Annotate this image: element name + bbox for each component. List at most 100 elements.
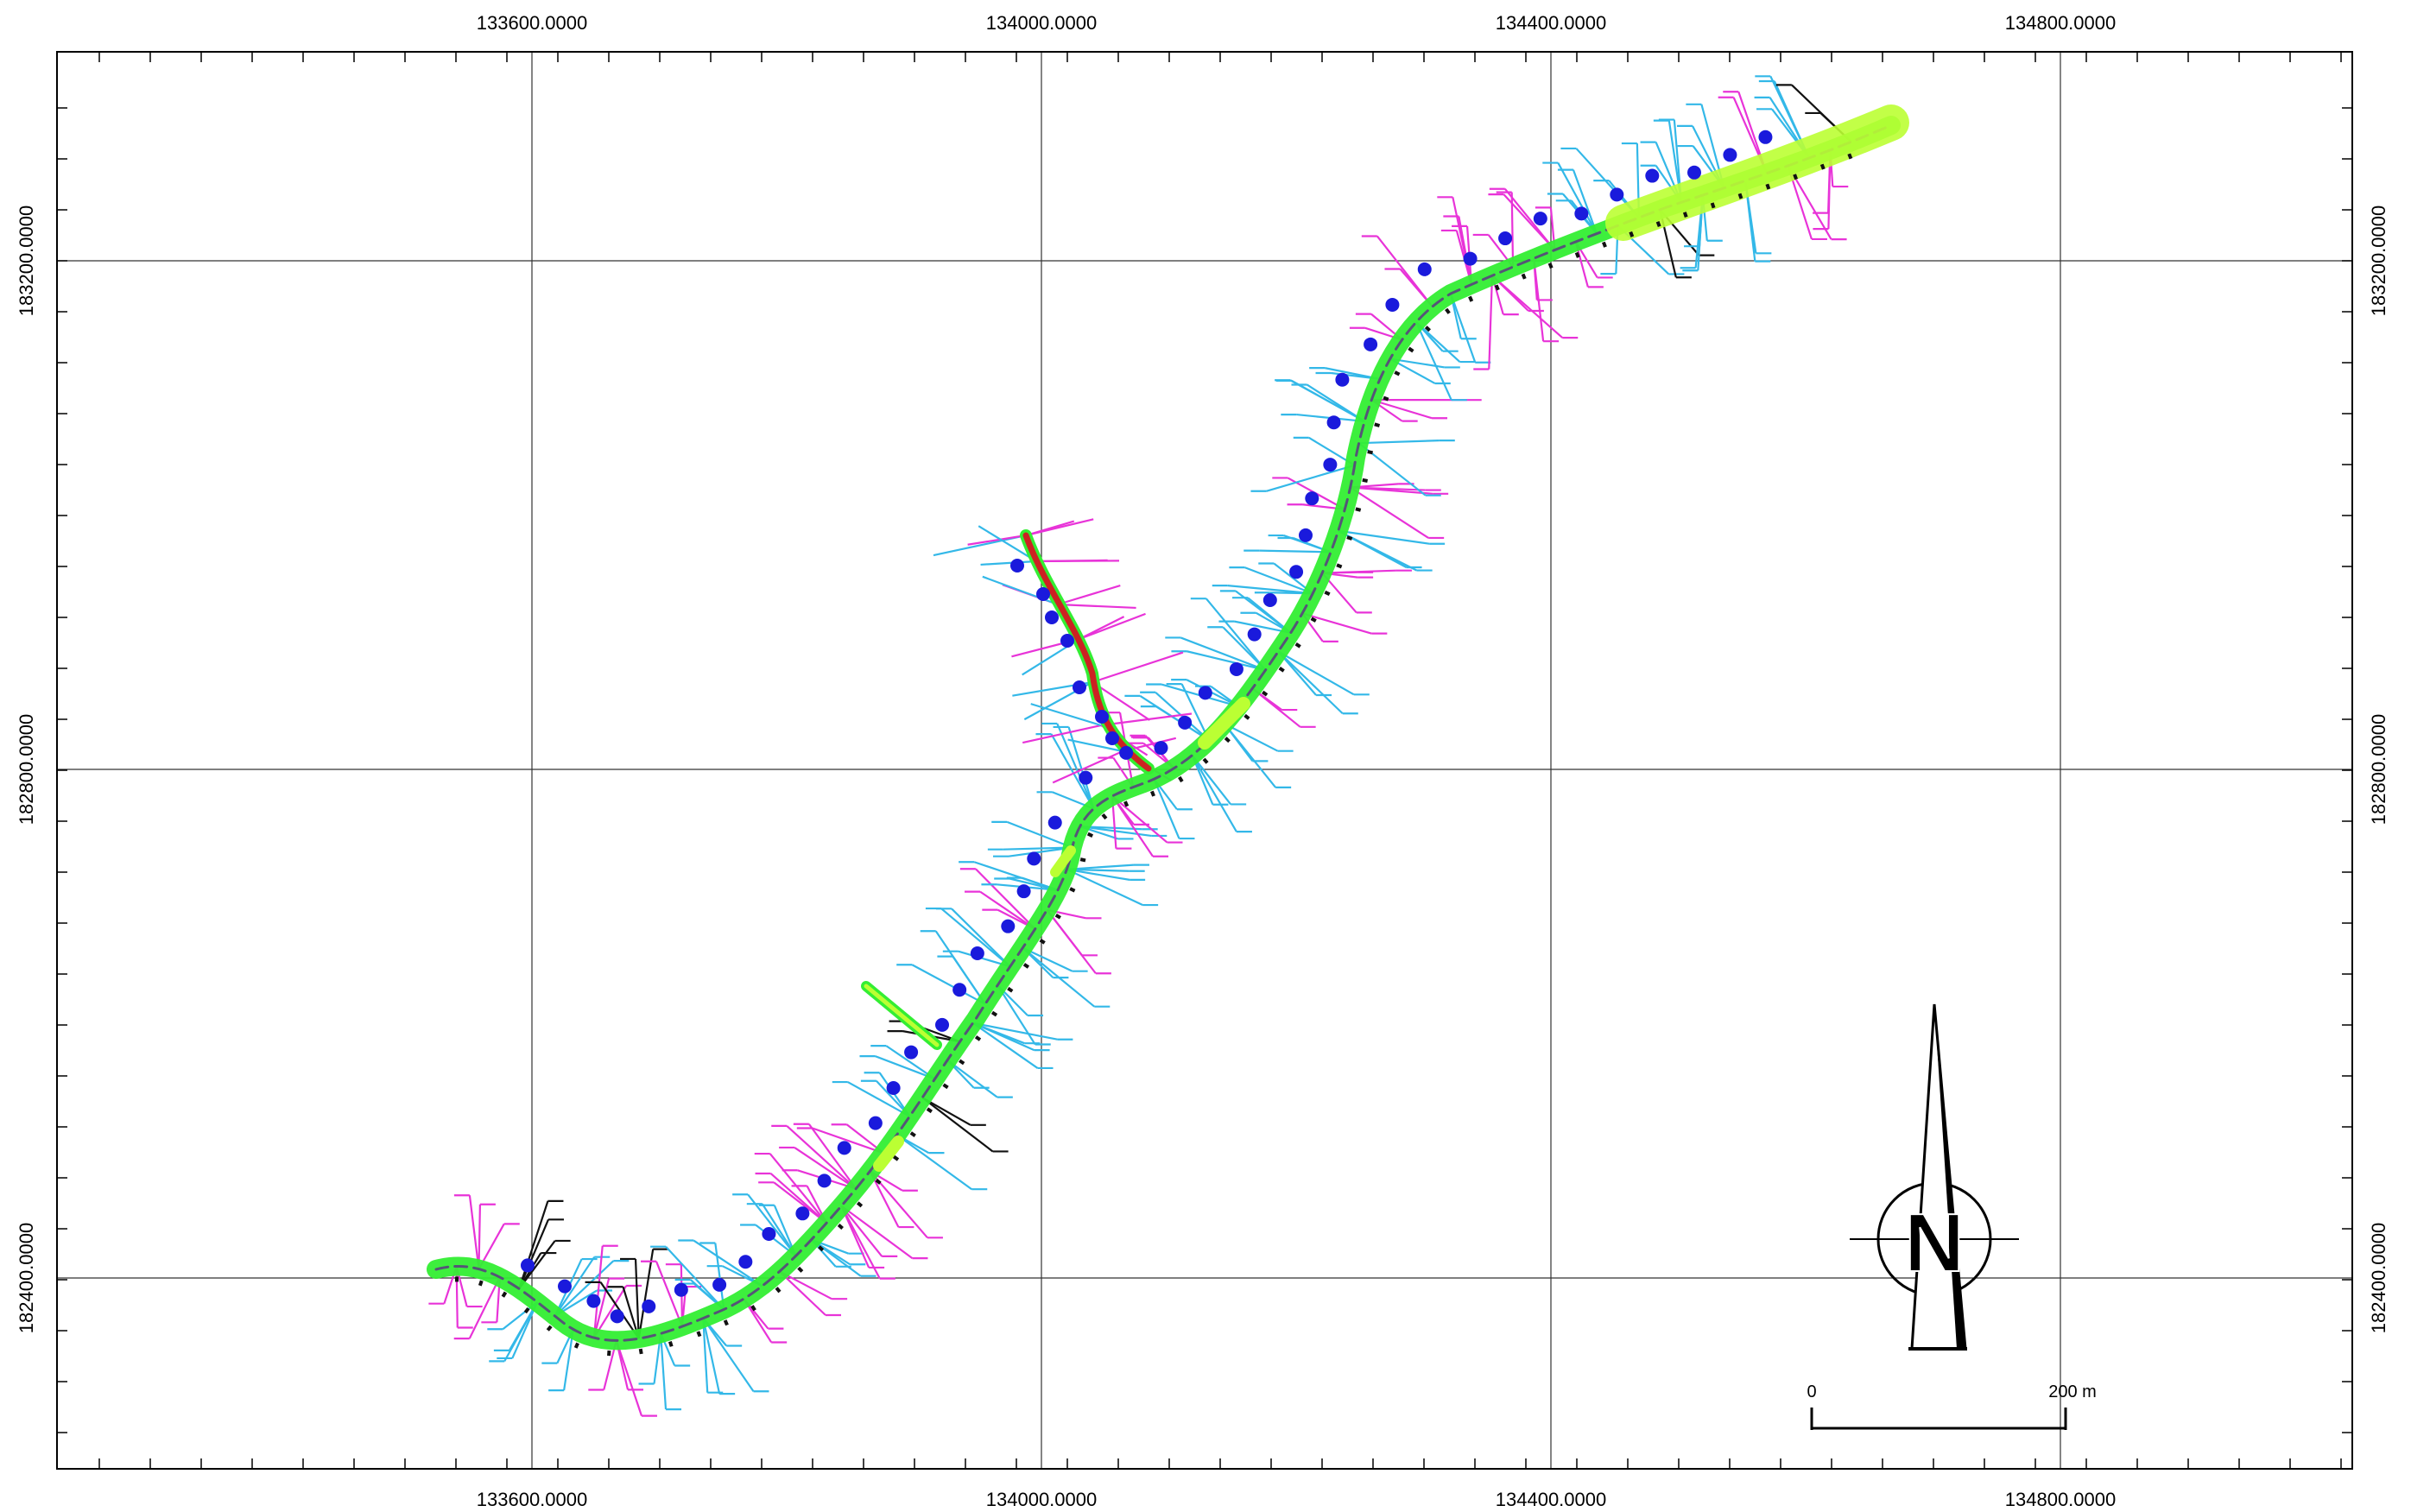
feature-leader-line — [1259, 549, 1332, 554]
feature-leader-line — [940, 908, 1011, 968]
feature-leader-line — [714, 1243, 725, 1310]
route-tick — [1494, 284, 1500, 291]
feature-leader-line — [1066, 868, 1143, 907]
y-label-left-2: 182800.0000 — [16, 714, 37, 825]
route-tick — [1324, 590, 1331, 597]
branch-leader-line — [1052, 750, 1123, 784]
route-tick — [546, 1325, 553, 1332]
route-tick — [974, 1035, 982, 1041]
route-tick — [875, 1178, 882, 1185]
feature-leader-line — [807, 1123, 857, 1190]
feature-leader-line — [702, 1317, 755, 1392]
feature-leader-line — [840, 1205, 914, 1259]
route-marker — [1645, 168, 1660, 183]
route-ticks — [454, 153, 1853, 1357]
feature-leader-line — [554, 1256, 596, 1317]
feature-leader-line — [1289, 379, 1365, 422]
route-tick — [1355, 507, 1362, 512]
highlight-small-2 — [873, 1136, 904, 1172]
north-arrow: N — [1850, 1003, 2019, 1351]
feature-leader-line — [769, 1173, 827, 1224]
feature-leader-line — [1227, 585, 1313, 595]
route-marker — [1758, 130, 1773, 144]
route-tick — [1007, 986, 1014, 993]
route-marker — [970, 946, 984, 960]
branch-leader-line — [1079, 612, 1146, 641]
route-marker — [1262, 592, 1277, 607]
feature-leader-line — [478, 1204, 482, 1269]
route-marker — [1463, 251, 1478, 266]
route-tick — [775, 1287, 782, 1294]
route-tick — [1574, 251, 1580, 258]
feature-leader-line — [1066, 868, 1130, 872]
branch-leader-line — [1057, 585, 1121, 606]
feature-leader-line — [1056, 723, 1095, 809]
route-marker — [1001, 919, 1016, 933]
feature-leader-line — [455, 1266, 459, 1328]
feature-leader-line — [1244, 566, 1313, 595]
route-tick — [501, 1291, 508, 1298]
feature-leader-line — [518, 1200, 549, 1289]
map-frame — [56, 51, 2353, 1470]
route-tick — [892, 1155, 900, 1161]
route-marker — [738, 1255, 753, 1269]
y-label-right-1: 183200.0000 — [2368, 206, 2389, 316]
route-tick — [638, 1348, 643, 1355]
feature-leader-line — [1358, 440, 1440, 445]
route-tick — [1793, 174, 1799, 180]
feature-leader-line — [1006, 820, 1073, 849]
route-marker — [1119, 745, 1134, 760]
feature-leader-line — [847, 1081, 910, 1117]
west-branch — [861, 981, 942, 1050]
route-tick — [1765, 183, 1771, 190]
route-marker — [1047, 815, 1062, 830]
feature-leader-line — [979, 890, 1036, 930]
highlight-small-3 — [1050, 845, 1076, 877]
route-tick — [1262, 690, 1269, 697]
route-tick — [668, 1340, 674, 1347]
feature-leader-line — [592, 1278, 611, 1338]
route-marker — [520, 1258, 535, 1273]
route-tick — [1123, 800, 1130, 807]
route-marker — [1687, 165, 1702, 180]
route-marker — [1247, 627, 1262, 642]
scale-bar: 0 200 m — [1807, 1382, 2097, 1430]
feature-leader-line — [468, 1276, 501, 1339]
route-marker — [1364, 337, 1378, 351]
x-label-bottom-4: 134800.0000 — [2005, 1489, 2116, 1510]
feature-leader-line — [1452, 197, 1473, 285]
feature-leader-line — [972, 1022, 1058, 1041]
x-label-top-4: 134800.0000 — [2005, 12, 2116, 34]
route-tick — [1294, 642, 1301, 648]
blue-markers — [520, 130, 1773, 1324]
route-marker — [762, 1226, 776, 1241]
feature-leader-line — [518, 1240, 556, 1290]
cross-street-features — [428, 75, 1852, 1417]
route-tick — [1682, 212, 1688, 218]
route-tick — [1819, 163, 1826, 170]
main-route — [427, 116, 1901, 1351]
feature-leader-line — [1450, 293, 1477, 364]
y-label-left-1: 183200.0000 — [16, 206, 37, 316]
feature-leader-line — [769, 1153, 828, 1224]
feature-leader-line — [468, 1195, 480, 1269]
route-tick — [1468, 295, 1474, 302]
route-marker — [1385, 297, 1400, 312]
feature-leader-line — [946, 1059, 998, 1098]
route-marker — [557, 1279, 572, 1294]
feature-leader-line — [1066, 864, 1135, 870]
route-centerline — [434, 123, 1893, 1342]
scale-bar-start-label: 0 — [1807, 1382, 1816, 1401]
route-marker — [1533, 212, 1547, 226]
route-marker — [886, 1080, 901, 1095]
feature-leader-line — [1180, 636, 1266, 672]
branch-leader-line — [1035, 560, 1120, 563]
route-marker — [1178, 715, 1193, 730]
route-marker — [904, 1045, 919, 1060]
branch-leader-line — [1100, 712, 1193, 727]
highlight-small-1 — [1198, 697, 1250, 750]
route-tick — [1521, 273, 1527, 280]
feature-leader-line — [747, 1193, 797, 1257]
route-marker — [1079, 770, 1093, 785]
feature-leader-line — [1050, 733, 1095, 810]
